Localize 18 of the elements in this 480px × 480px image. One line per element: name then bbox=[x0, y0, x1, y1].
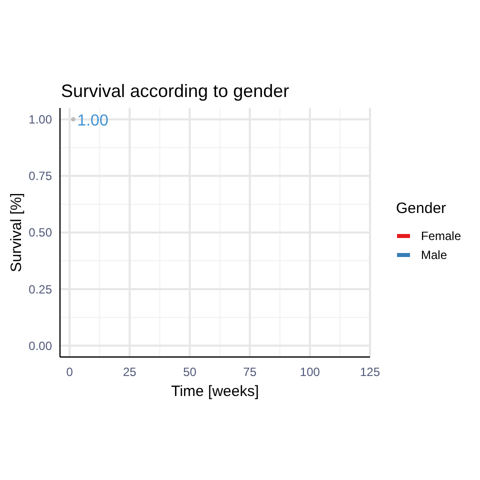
x-tick-label: 75 bbox=[243, 365, 257, 379]
x-tick-label: 25 bbox=[123, 365, 137, 379]
legend-label: Male bbox=[421, 248, 448, 262]
chart-title: Survival according to gender bbox=[61, 81, 290, 101]
x-tick-label: 50 bbox=[183, 365, 197, 379]
y-tick-label: 0.00 bbox=[28, 338, 52, 353]
y-tick-label: 0.50 bbox=[28, 226, 52, 240]
x-tick-label: 100 bbox=[300, 365, 320, 379]
legend-label: Female bbox=[421, 229, 462, 244]
x-tick-label: 125 bbox=[360, 365, 380, 379]
y-tick-label: 0.75 bbox=[28, 169, 52, 184]
data-label: 1.00 bbox=[77, 112, 108, 130]
y-tick-label: 0.25 bbox=[28, 282, 52, 296]
x-tick-label: 0 bbox=[66, 365, 74, 379]
legend-title: Gender bbox=[396, 200, 446, 217]
x-axis-title: Time [weeks] bbox=[171, 383, 259, 400]
y-tick-label: 1.00 bbox=[28, 112, 52, 127]
y-axis-title: Survival [%] bbox=[8, 192, 25, 272]
